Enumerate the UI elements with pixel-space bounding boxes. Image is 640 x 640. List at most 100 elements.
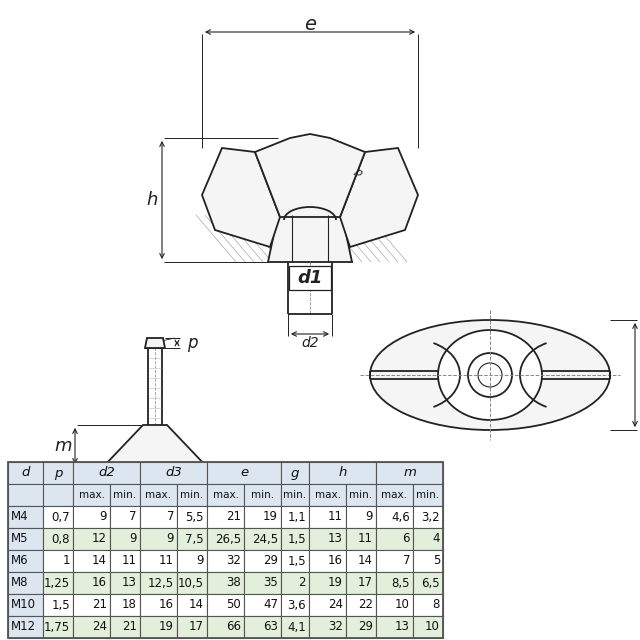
Bar: [309, 572, 346, 594]
Text: 8: 8: [433, 598, 440, 611]
Bar: [413, 484, 443, 506]
Text: 2: 2: [298, 577, 306, 589]
Text: 6: 6: [403, 532, 410, 545]
Text: p: p: [352, 166, 364, 178]
Text: min.: min.: [349, 490, 372, 500]
Text: 17: 17: [189, 621, 204, 634]
Bar: [43, 594, 73, 616]
Bar: [413, 594, 443, 616]
Text: 4,6: 4,6: [391, 511, 410, 524]
Text: 11: 11: [122, 554, 137, 568]
Text: 32: 32: [226, 554, 241, 568]
Text: 47: 47: [263, 598, 278, 611]
Text: 24,5: 24,5: [252, 532, 278, 545]
Text: max.: max.: [79, 490, 104, 500]
Bar: [376, 594, 413, 616]
Text: min.: min.: [113, 490, 136, 500]
Bar: [8, 462, 443, 638]
Text: 8,5: 8,5: [392, 577, 410, 589]
Text: 3,6: 3,6: [287, 598, 306, 611]
Bar: [73, 462, 140, 484]
Text: 29: 29: [263, 554, 278, 568]
Bar: [110, 484, 140, 506]
Text: 19: 19: [263, 511, 278, 524]
Text: h: h: [147, 191, 157, 209]
Text: m: m: [54, 437, 72, 455]
Bar: [281, 484, 309, 506]
Text: max.: max.: [381, 490, 408, 500]
Circle shape: [468, 353, 512, 397]
Text: h: h: [339, 467, 347, 479]
Text: d3: d3: [165, 467, 182, 479]
Bar: [346, 572, 376, 594]
Bar: [281, 528, 309, 550]
Bar: [8, 572, 43, 594]
Bar: [244, 594, 281, 616]
Text: 16: 16: [328, 554, 343, 568]
Bar: [43, 462, 73, 484]
Text: 1: 1: [63, 554, 70, 568]
Text: 66: 66: [226, 621, 241, 634]
Text: M12: M12: [11, 621, 36, 634]
Bar: [376, 550, 413, 572]
Text: 26,5: 26,5: [215, 532, 241, 545]
Text: 3,2: 3,2: [421, 511, 440, 524]
Circle shape: [478, 363, 502, 387]
Ellipse shape: [438, 330, 542, 420]
Text: 7: 7: [166, 511, 174, 524]
Bar: [8, 506, 43, 528]
Text: 5: 5: [433, 554, 440, 568]
Bar: [346, 506, 376, 528]
Polygon shape: [103, 425, 207, 467]
Bar: [309, 462, 376, 484]
Text: p: p: [54, 467, 62, 479]
Bar: [110, 528, 140, 550]
Bar: [376, 484, 413, 506]
Text: max.: max.: [145, 490, 172, 500]
Bar: [177, 506, 207, 528]
Bar: [43, 484, 73, 506]
Text: 21: 21: [122, 621, 137, 634]
Bar: [140, 550, 177, 572]
Polygon shape: [255, 134, 365, 217]
Bar: [346, 550, 376, 572]
Text: 0,8: 0,8: [51, 532, 70, 545]
Bar: [140, 462, 207, 484]
Text: M4: M4: [11, 511, 29, 524]
Text: 1,25: 1,25: [44, 577, 70, 589]
Bar: [73, 616, 110, 638]
Bar: [177, 528, 207, 550]
Bar: [140, 528, 177, 550]
Bar: [413, 616, 443, 638]
Text: 4,1: 4,1: [287, 621, 306, 634]
Bar: [43, 616, 73, 638]
Text: 10,5: 10,5: [178, 577, 204, 589]
Text: M6: M6: [11, 554, 29, 568]
Bar: [376, 572, 413, 594]
Text: 7,5: 7,5: [186, 532, 204, 545]
Bar: [413, 572, 443, 594]
Text: 19: 19: [328, 577, 343, 589]
Text: 9: 9: [166, 532, 174, 545]
Bar: [346, 616, 376, 638]
Text: d2: d2: [98, 467, 115, 479]
Bar: [110, 594, 140, 616]
Bar: [289, 266, 331, 290]
Text: 19: 19: [159, 621, 174, 634]
Bar: [43, 506, 73, 528]
Text: 6,5: 6,5: [421, 577, 440, 589]
Text: 63: 63: [263, 621, 278, 634]
Polygon shape: [340, 148, 418, 247]
Text: 12,5: 12,5: [148, 577, 174, 589]
Bar: [177, 572, 207, 594]
Text: 9: 9: [99, 511, 107, 524]
Bar: [244, 572, 281, 594]
Bar: [140, 572, 177, 594]
Bar: [207, 572, 244, 594]
Text: 1,1: 1,1: [287, 511, 306, 524]
Text: 14: 14: [358, 554, 373, 568]
Bar: [110, 572, 140, 594]
Bar: [8, 462, 43, 484]
Text: 50: 50: [227, 598, 241, 611]
Bar: [207, 616, 244, 638]
